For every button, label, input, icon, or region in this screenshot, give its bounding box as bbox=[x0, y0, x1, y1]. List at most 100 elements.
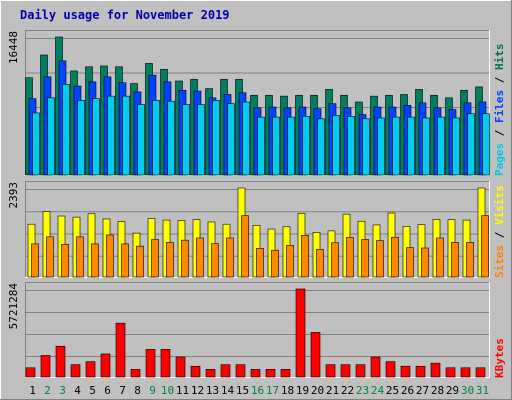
bar-pages-day-3 bbox=[62, 84, 70, 176]
day-label-14: 14 bbox=[221, 384, 235, 397]
bar-pages-day-2 bbox=[47, 97, 55, 176]
bar-pages-day-1 bbox=[32, 112, 40, 176]
day-label-8: 8 bbox=[134, 384, 141, 397]
bar-sites-day-11 bbox=[181, 239, 189, 278]
bar-pages-day-24 bbox=[377, 117, 385, 176]
bar-sites-day-2 bbox=[46, 236, 54, 278]
day-label-26: 26 bbox=[401, 384, 414, 397]
panel-max-label: 2393 bbox=[7, 182, 20, 209]
legend-hits: Hits bbox=[493, 44, 506, 71]
bar-kbytes-day-5 bbox=[85, 361, 96, 378]
bar-pages-day-6 bbox=[107, 95, 115, 176]
bar-sites-day-21 bbox=[331, 242, 339, 278]
bar-kbytes-day-12 bbox=[190, 365, 201, 378]
bar-pages-day-27 bbox=[422, 117, 430, 176]
legend-separator: / bbox=[493, 123, 506, 143]
bar-pages-day-26 bbox=[407, 116, 415, 176]
legend-kbytes: KBytes bbox=[493, 338, 506, 378]
bar-kbytes-day-26 bbox=[400, 365, 411, 378]
bar-sites-day-9 bbox=[151, 239, 159, 278]
bar-pages-day-5 bbox=[92, 98, 100, 176]
bar-kbytes-day-1 bbox=[25, 367, 36, 378]
bar-pages-day-13 bbox=[212, 100, 220, 176]
bar-pages-day-12 bbox=[197, 104, 205, 176]
legend-sites: Sites bbox=[493, 245, 506, 278]
bar-sites-day-29 bbox=[451, 242, 459, 278]
day-label-6: 6 bbox=[104, 384, 111, 397]
bar-kbytes-day-25 bbox=[385, 361, 396, 378]
bar-sites-day-26 bbox=[406, 247, 414, 278]
bar-sites-day-28 bbox=[436, 237, 444, 278]
panel-legend: Sites / Visits bbox=[493, 185, 506, 278]
legend-separator: / bbox=[493, 70, 506, 90]
bar-pages-day-11 bbox=[182, 104, 190, 176]
day-label-15: 15 bbox=[236, 384, 249, 397]
bar-sites-day-20 bbox=[316, 249, 324, 278]
bar-pages-day-25 bbox=[392, 116, 400, 176]
bar-sites-day-12 bbox=[196, 237, 204, 278]
day-label-22: 22 bbox=[341, 384, 354, 397]
legend-visits: Visits bbox=[493, 185, 506, 225]
bar-kbytes-day-24 bbox=[370, 356, 381, 378]
bar-sites-day-5 bbox=[91, 243, 99, 278]
day-label-21: 21 bbox=[326, 384, 339, 397]
panel-kbytes: 5721284 KBytes bbox=[7, 282, 506, 378]
bar-kbytes-day-21 bbox=[325, 364, 336, 378]
bar-kbytes-day-3 bbox=[55, 345, 66, 378]
bar-pages-day-23 bbox=[362, 118, 370, 176]
bar-pages-day-29 bbox=[452, 117, 460, 176]
bar-sites-day-15 bbox=[241, 215, 249, 278]
bar-kbytes-day-2 bbox=[40, 355, 51, 378]
bar-kbytes-day-20 bbox=[310, 332, 321, 378]
bar-kbytes-day-23 bbox=[355, 364, 366, 378]
bar-pages-day-31 bbox=[482, 113, 490, 176]
chart-title: Daily usage for November 2019 bbox=[20, 8, 230, 22]
bar-pages-day-15 bbox=[242, 101, 250, 176]
bar-kbytes-day-30 bbox=[460, 367, 471, 378]
bar-sites-day-3 bbox=[61, 243, 69, 278]
bar-sites-day-18 bbox=[286, 245, 294, 278]
day-label-5: 5 bbox=[89, 384, 96, 397]
bar-pages-day-9 bbox=[152, 100, 160, 176]
day-label-31: 31 bbox=[476, 384, 489, 397]
legend-files: Files bbox=[493, 90, 506, 123]
day-label-9: 9 bbox=[149, 384, 156, 397]
bar-sites-day-13 bbox=[211, 243, 219, 278]
day-label-13: 13 bbox=[206, 384, 219, 397]
bar-pages-day-18 bbox=[287, 116, 295, 176]
day-label-24: 24 bbox=[371, 384, 385, 397]
bar-sites-day-31 bbox=[481, 215, 489, 278]
bar-sites-day-27 bbox=[421, 247, 429, 278]
day-label-23: 23 bbox=[356, 384, 369, 397]
bar-sites-day-6 bbox=[106, 234, 114, 278]
bar-kbytes-day-19 bbox=[295, 288, 306, 378]
day-label-7: 7 bbox=[119, 384, 126, 397]
bar-kbytes-day-29 bbox=[445, 367, 456, 378]
bar-kbytes-day-13 bbox=[205, 369, 216, 378]
panel-hits-files-pages: 16448 Pages / Files / Hits bbox=[7, 30, 506, 176]
day-label-17: 17 bbox=[266, 384, 279, 397]
bar-sites-day-16 bbox=[256, 248, 264, 278]
legend-pages: Pages bbox=[493, 143, 506, 176]
day-label-1: 1 bbox=[29, 384, 36, 397]
day-label-27: 27 bbox=[416, 384, 429, 397]
bar-sites-day-8 bbox=[136, 245, 144, 278]
day-label-20: 20 bbox=[311, 384, 324, 397]
bar-sites-day-1 bbox=[31, 243, 39, 278]
panel-max-label: 5721284 bbox=[7, 283, 20, 330]
bar-pages-day-7 bbox=[122, 95, 130, 176]
day-label-30: 30 bbox=[461, 384, 474, 397]
day-label-11: 11 bbox=[176, 384, 189, 397]
day-label-16: 16 bbox=[251, 384, 264, 397]
bar-kbytes-day-14 bbox=[220, 364, 231, 378]
chart-panels: 16448 Pages / Files / Hits 2393 Sites / Vis… bbox=[7, 30, 506, 378]
panel-legend: Pages / Files / Hits bbox=[493, 44, 506, 177]
bar-kbytes-day-9 bbox=[145, 349, 156, 378]
bar-sites-day-25 bbox=[391, 236, 399, 278]
day-label-25: 25 bbox=[386, 384, 399, 397]
bar-kbytes-day-8 bbox=[130, 369, 141, 378]
bar-sites-day-22 bbox=[346, 237, 354, 278]
bar-kbytes-day-18 bbox=[280, 369, 291, 378]
day-label-3: 3 bbox=[59, 384, 66, 397]
bar-kbytes-day-15 bbox=[235, 364, 246, 378]
